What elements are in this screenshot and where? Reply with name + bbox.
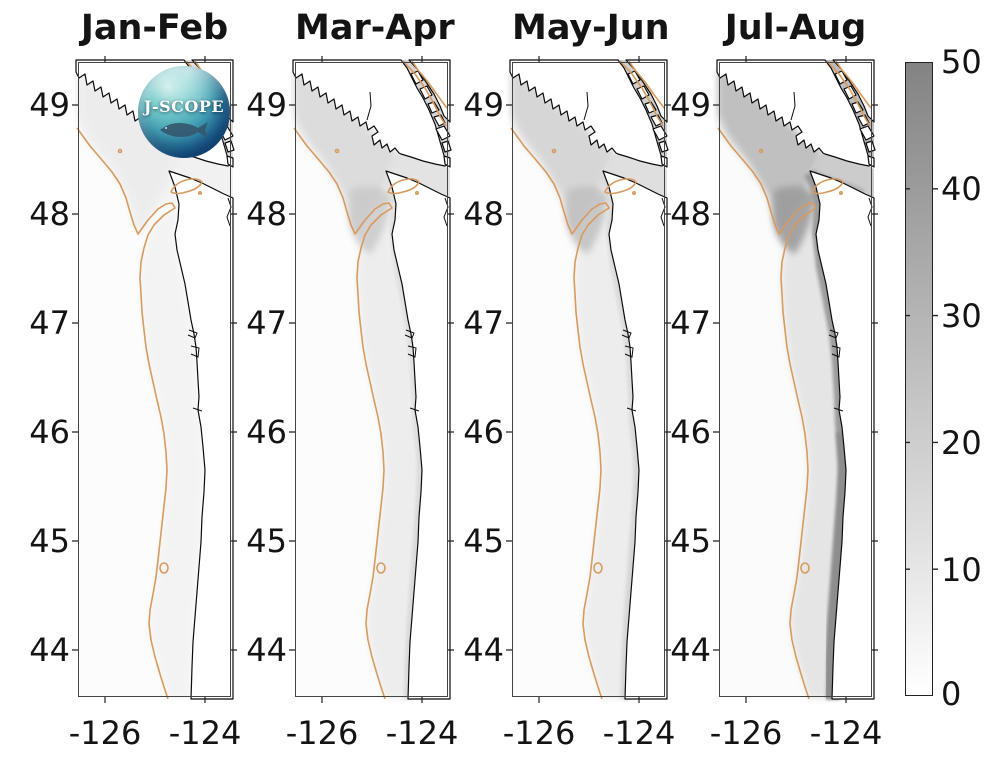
panel-title-mar-apr: Mar-Apr — [295, 8, 455, 48]
lon-tick-label: -124 — [809, 714, 883, 752]
lon-tick-label: -124 — [385, 714, 459, 752]
lat-tick-label: 49 — [246, 86, 287, 124]
colorbar-gradient — [905, 62, 933, 696]
lat-tick-label: 48 — [670, 195, 711, 233]
map-panel-jan-feb — [71, 55, 238, 704]
colorbar-ticks — [905, 188, 938, 570]
lon-tick-label: -126 — [285, 714, 359, 752]
lat-tick-label: 46 — [670, 413, 711, 451]
lon-tick-label: -124 — [168, 714, 242, 752]
fish-icon — [160, 122, 208, 138]
panel-frame — [719, 62, 872, 697]
lat-tick-label: 48 — [246, 195, 287, 233]
colorbar-tick-label: 40 — [941, 170, 982, 208]
lat-tick-label: 48 — [29, 195, 70, 233]
colorbar — [905, 62, 938, 696]
lat-tick-label: 48 — [463, 195, 504, 233]
colorbar-tick-label: 50 — [941, 43, 982, 81]
lat-tick-label: 45 — [29, 522, 70, 560]
jscope-logo: J-SCOPE — [138, 66, 230, 158]
lat-tick-label: 44 — [670, 631, 711, 669]
colorbar-tick-label: 10 — [941, 551, 982, 589]
lat-tick-label: 47 — [670, 304, 711, 342]
lat-tick-label: 45 — [670, 522, 711, 560]
lat-tick-label: 46 — [29, 413, 70, 451]
lat-tick-label: 47 — [463, 304, 504, 342]
logo-light-rays — [138, 66, 230, 158]
lat-tick-label: 49 — [670, 86, 711, 124]
panel-frame — [295, 62, 448, 697]
map-panel-may-jun — [505, 55, 672, 697]
colorbar-tick-label: 0 — [941, 675, 962, 713]
lon-tick-label: -126 — [709, 714, 783, 752]
lat-tick-label: 49 — [463, 86, 504, 124]
lon-tick-label: -126 — [502, 714, 576, 752]
panel-frame — [78, 62, 231, 697]
lon-tick-label: -126 — [68, 714, 142, 752]
lat-tick-label: 45 — [463, 522, 504, 560]
panel-title-jan-feb: Jan-Feb — [80, 8, 229, 48]
lat-tick-label: 44 — [246, 631, 287, 669]
panel-title-may-jun: May-Jun — [512, 8, 670, 48]
lat-tick-label: 49 — [29, 86, 70, 124]
lat-tick-label: 47 — [29, 304, 70, 342]
lat-tick-label: 46 — [463, 413, 504, 451]
lat-tick-label: 47 — [246, 304, 287, 342]
lat-tick-label: 44 — [463, 631, 504, 669]
lat-tick-label: 44 — [29, 631, 70, 669]
map-panel-jul-aug — [712, 55, 879, 697]
lat-tick-label: 45 — [246, 522, 287, 560]
colorbar-tick-label: 20 — [941, 424, 982, 462]
lat-tick-label: 46 — [246, 413, 287, 451]
logo-text: J-SCOPE — [143, 97, 225, 116]
panel-title-jul-aug: Jul-Aug — [724, 8, 867, 48]
map-panel-mar-apr — [288, 55, 455, 704]
lon-tick-label: -124 — [602, 714, 676, 752]
panel-frame — [512, 62, 665, 697]
colorbar-tick-label: 30 — [941, 297, 982, 335]
